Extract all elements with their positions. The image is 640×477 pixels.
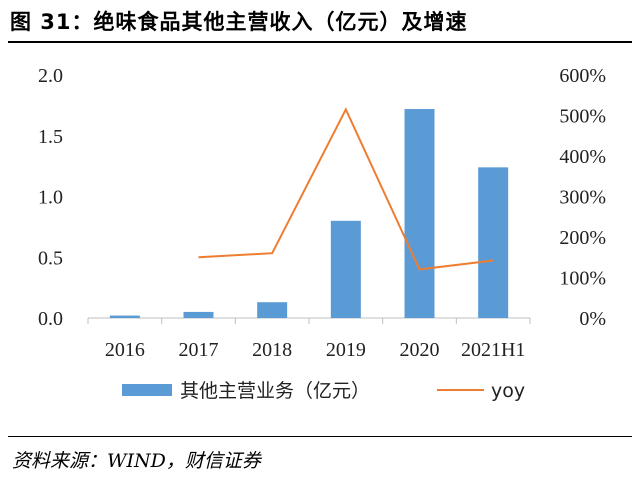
x-tick-label: 2020 (400, 339, 440, 361)
y-left-tick-label: 1.5 (38, 126, 63, 148)
y-right-tick-label: 300% (559, 187, 606, 209)
title-bar: 图 31：绝味食品其他主营收入（亿元）及增速 (0, 0, 640, 44)
bar (330, 220, 361, 318)
bar (109, 315, 140, 318)
y-right-tick-label: 400% (559, 146, 606, 168)
bar-series (109, 109, 509, 319)
y-left-tick-label: 2.0 (38, 65, 63, 87)
y-left-tick-label: 0.0 (38, 308, 63, 330)
chart-area: 2016 2017 2018 2019 2020 2021H1 0.0 0.5 1.0 1.5 2.… (38, 65, 606, 402)
y-right-tick-label: 0% (579, 308, 606, 330)
bar (257, 302, 288, 318)
footer-divider (8, 436, 632, 437)
source-note: 资料来源：WIND，财信证券 (12, 450, 261, 472)
y-right-tick-label: 500% (559, 106, 606, 128)
yoy-line (198, 107, 494, 271)
legend-bar-label: 其他主营业务（亿元） (180, 380, 370, 402)
legend: 其他主营业务（亿元） yoy (122, 380, 525, 402)
x-tick-label: 2016 (105, 339, 145, 361)
y-left-tick-label: 1.0 (38, 187, 63, 209)
x-tick-label: 2019 (326, 339, 366, 361)
y-right-tick-label: 600% (559, 65, 606, 87)
axes: 2016 2017 2018 2019 2020 2021H1 0.0 0.5 1.0 1.5 2.… (38, 65, 606, 361)
y-right-tick-label: 100% (559, 268, 606, 290)
bar (404, 109, 435, 319)
x-tick-label: 2018 (252, 339, 292, 361)
bar (478, 167, 509, 318)
title-divider (8, 41, 632, 43)
y-left-tick-label: 0.5 (38, 247, 63, 269)
legend-bar-swatch (122, 384, 172, 396)
legend-line-label: yoy (491, 380, 525, 402)
chart-title: 图 31：绝味食品其他主营收入（亿元）及增速 (10, 10, 468, 34)
y-right-tick-label: 200% (559, 227, 606, 249)
line-series (198, 107, 494, 271)
bar (183, 311, 214, 318)
x-tick-label: 2017 (179, 339, 219, 361)
x-tick-label: 2021H1 (461, 339, 525, 361)
